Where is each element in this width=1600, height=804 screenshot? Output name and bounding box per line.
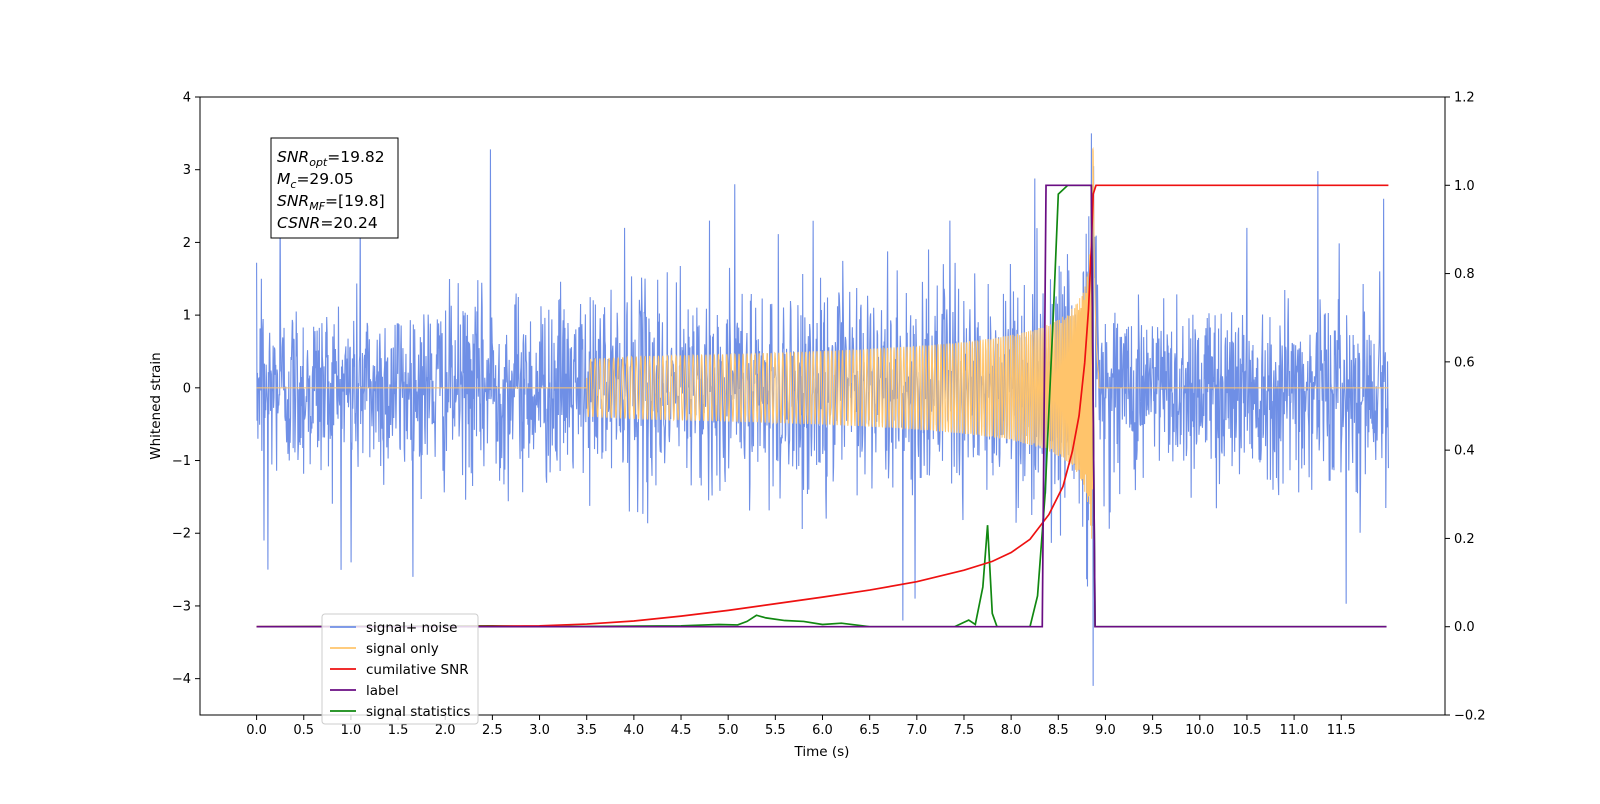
y-left-tick-label: −2 xyxy=(172,527,191,542)
x-tick-label: 3.0 xyxy=(529,723,550,738)
x-tick-label: 4.0 xyxy=(624,723,645,738)
x-tick-label: 1.5 xyxy=(388,723,409,738)
legend-frame xyxy=(321,613,479,725)
legend: signal+ noise signal only cumilative SNR la… xyxy=(321,613,479,725)
x-tick-label: 0.0 xyxy=(246,723,267,738)
annotation-line: Mc=29.05 xyxy=(277,170,354,191)
x-tick-label: 10.5 xyxy=(1232,723,1261,738)
y-left-tick-label: −3 xyxy=(172,599,191,614)
x-tick-label: 1.0 xyxy=(341,723,362,738)
annotation-line: CSNR=20.24 xyxy=(277,214,378,232)
x-tick-label: 9.0 xyxy=(1095,723,1116,738)
x-tick-label: 5.0 xyxy=(718,723,739,738)
y-left-tick-label: 4 xyxy=(183,91,191,106)
y-left-tick-label: 1 xyxy=(183,309,191,324)
y-right-tick-label: −0.2 xyxy=(1454,709,1486,724)
x-tick-label: 8.0 xyxy=(1001,723,1022,738)
y-left-tick-label: −1 xyxy=(172,454,191,469)
series-signal-noise xyxy=(256,133,1389,686)
annotation-box: SNRopt=19.82Mc=29.05SNRMF=[19.8]CSNR=20.… xyxy=(270,137,399,239)
annotation-frame xyxy=(270,137,399,239)
plot-area xyxy=(256,133,1389,686)
x-tick-label: 4.5 xyxy=(671,723,692,738)
x-tick-label: 2.0 xyxy=(435,723,456,738)
x-tick-label: 9.5 xyxy=(1142,723,1163,738)
x-tick-label: 6.5 xyxy=(859,723,880,738)
legend-entry: label xyxy=(366,683,399,699)
y-left-tick-label: −4 xyxy=(172,672,191,687)
y-right-tick-label: 0.2 xyxy=(1454,532,1475,547)
y-right-tick-label: 1.0 xyxy=(1454,179,1475,194)
y-axis-label: Whitened strain xyxy=(148,352,164,459)
legend-entry: signal only xyxy=(366,641,439,657)
y-right-tick-label: 0.8 xyxy=(1454,267,1475,282)
y-right-tick-label: 1.2 xyxy=(1454,91,1475,106)
legend-entry: signal+ noise xyxy=(366,620,457,636)
x-tick-label: 8.5 xyxy=(1048,723,1069,738)
x-tick-label: 3.5 xyxy=(576,723,597,738)
annotation-line: SNRMF=[19.8] xyxy=(277,192,385,213)
x-tick-label: 2.5 xyxy=(482,723,503,738)
series-cumulative-snr xyxy=(256,184,1389,628)
y-right-tick-label: 0.0 xyxy=(1454,620,1475,635)
series-label xyxy=(256,184,1387,628)
annotation-line: SNRopt=19.82 xyxy=(277,148,385,169)
x-tick-label: 7.0 xyxy=(906,723,927,738)
legend-entry: cumilative SNR xyxy=(366,662,469,678)
x-tick-label: 10.0 xyxy=(1185,723,1214,738)
x-tick-label: 11.0 xyxy=(1280,723,1309,738)
y-right-tick-label: 0.6 xyxy=(1454,355,1475,370)
y-left-tick-label: 3 xyxy=(183,163,191,178)
axes: 0.0 0.5 1.0 1.5 2.0 2.5 3.0 3.5 4.0 4.5 5.0 5.5 6.0 6… xyxy=(172,91,1486,739)
y-left-tick-label: 0 xyxy=(183,381,191,396)
y-right-tick-label: 0.4 xyxy=(1454,444,1475,459)
y-left-tick-label: 2 xyxy=(183,236,191,251)
series-signal-only xyxy=(256,146,1389,539)
x-tick-label: 5.5 xyxy=(765,723,786,738)
legend-entry: signal statistics xyxy=(366,704,470,720)
x-tick-label: 0.5 xyxy=(293,723,314,738)
x-tick-label: 6.0 xyxy=(812,723,833,738)
x-axis-label: Time (s) xyxy=(794,744,850,760)
x-tick-label: 11.5 xyxy=(1327,723,1356,738)
x-tick-label: 7.5 xyxy=(954,723,975,738)
